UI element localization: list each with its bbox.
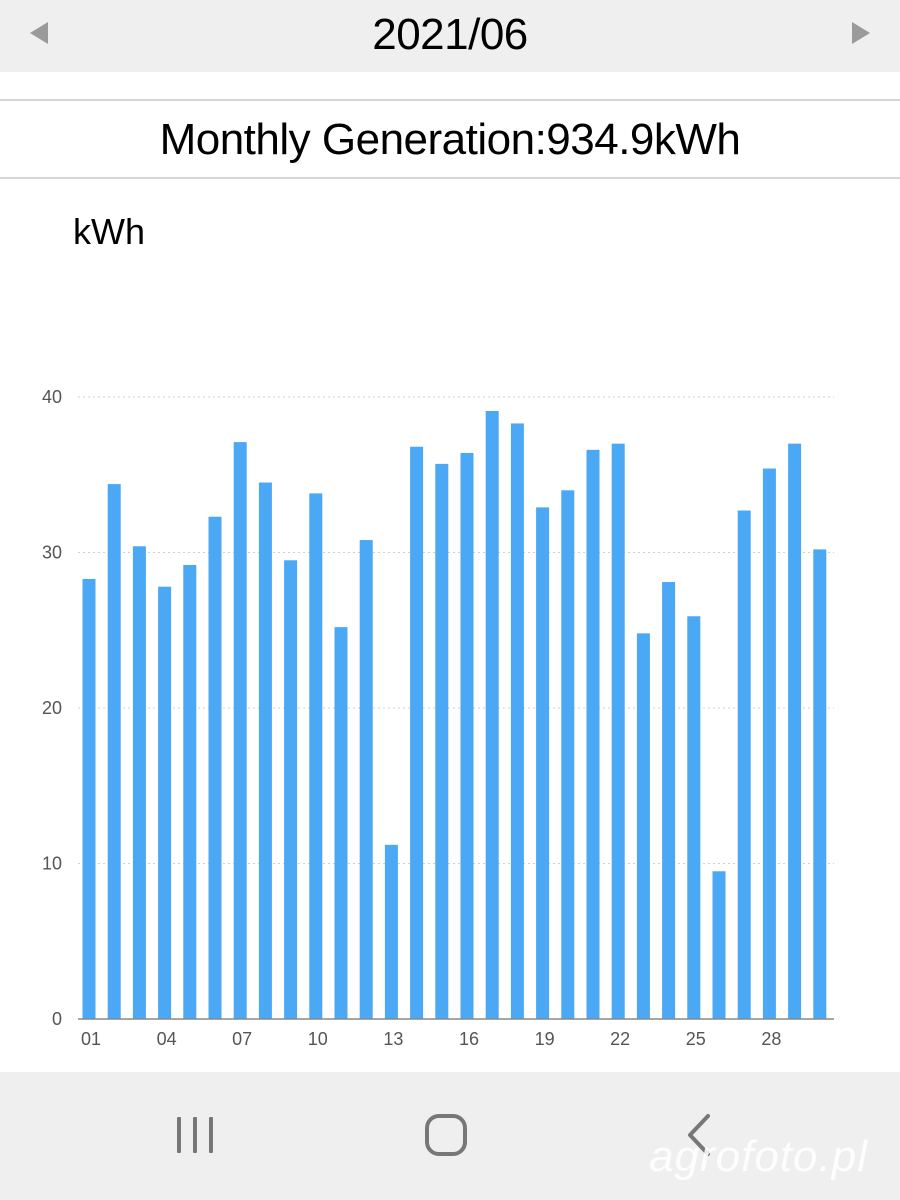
bar-day-29 <box>788 443 802 1019</box>
bar-day-14 <box>410 446 424 1019</box>
home-icon[interactable] <box>423 1112 469 1158</box>
bar-day-18 <box>510 423 524 1019</box>
recent-apps-icon[interactable] <box>172 1112 218 1158</box>
bar-day-08 <box>258 482 272 1019</box>
y-unit-label: kWh <box>73 211 145 252</box>
spacer <box>0 72 900 100</box>
bar-day-19 <box>536 507 550 1019</box>
monthly-generation-summary: Monthly Generation:934.9kWh <box>159 115 741 164</box>
bar-day-20 <box>561 490 575 1019</box>
x-tick-label: 28 <box>761 1029 781 1049</box>
next-month-arrow-icon[interactable] <box>852 22 870 44</box>
chart-area: kWh 0 10 20 30 40 01 04 07 10 13 16 19 22 25 28 <box>0 180 900 1072</box>
x-tick-label: 22 <box>610 1029 630 1049</box>
bar-day-28 <box>762 468 776 1019</box>
x-tick-label: 10 <box>308 1029 328 1049</box>
system-navigation-bar: agrofoto.pl <box>0 1072 900 1200</box>
bar-day-05 <box>183 564 197 1019</box>
y-tick-label: 30 <box>42 543 62 563</box>
bar-day-03 <box>132 546 146 1019</box>
previous-month-arrow-icon[interactable] <box>30 22 48 44</box>
x-tick-label: 16 <box>459 1029 479 1049</box>
bar-day-15 <box>435 463 449 1019</box>
bar-day-12 <box>359 540 373 1019</box>
bar-day-24 <box>662 582 676 1019</box>
bar-day-09 <box>284 560 298 1019</box>
y-tick-label: 10 <box>42 854 62 874</box>
bar-day-23 <box>636 633 650 1019</box>
bar-day-13 <box>384 844 398 1019</box>
bar-day-21 <box>586 449 600 1019</box>
x-tick-label: 13 <box>383 1029 403 1049</box>
bar-day-01 <box>82 578 96 1019</box>
watermark-text: agrofoto.pl <box>649 1132 868 1181</box>
bar-day-26 <box>712 871 726 1019</box>
bar-day-25 <box>687 616 701 1019</box>
bar-day-11 <box>334 627 348 1019</box>
bar-chart: 0 10 20 30 40 01 04 07 10 13 16 19 22 25 28 <box>42 387 834 1049</box>
bar-day-10 <box>309 493 323 1019</box>
x-tick-label: 04 <box>157 1029 177 1049</box>
y-tick-label: 0 <box>52 1009 62 1029</box>
back-icon[interactable] <box>680 1112 726 1158</box>
period-title: 2021/06 <box>372 10 528 59</box>
divider-top <box>0 99 900 101</box>
bar-day-07 <box>233 442 247 1020</box>
y-tick-label: 40 <box>42 387 62 407</box>
bar-day-22 <box>611 443 625 1019</box>
top-bar: 2021/06 <box>0 0 900 72</box>
bar-day-27 <box>737 510 751 1019</box>
x-tick-label: 19 <box>535 1029 555 1049</box>
bar-day-16 <box>460 452 474 1020</box>
y-tick-label: 20 <box>42 698 62 718</box>
x-tick-label: 07 <box>232 1029 252 1049</box>
x-tick-label: 25 <box>686 1029 706 1049</box>
x-tick-label: 01 <box>81 1029 101 1049</box>
bar-day-04 <box>158 586 172 1019</box>
bar-day-17 <box>485 410 499 1019</box>
bar-day-30 <box>813 549 827 1019</box>
bar-day-02 <box>107 484 121 1020</box>
bar-day-06 <box>208 516 222 1019</box>
divider-bottom <box>0 177 900 179</box>
